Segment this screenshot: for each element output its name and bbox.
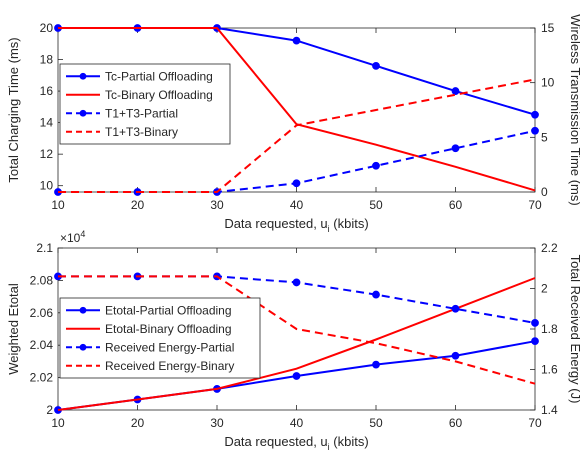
data-point-etotal-partial-offloading [531,337,539,346]
x-axis-label: Data requested, ui (kbits) [224,434,368,452]
data-point-tc-partial-offloading [372,61,380,70]
legend-entry: Etotal-Binary Offloading [105,322,232,336]
data-point-t1-t3-partial [531,126,539,135]
data-point-tc-partial-offloading [292,36,301,45]
x-tick-label: 50 [369,416,383,430]
legend-entry: Received Energy-Binary [105,359,234,373]
y-tick-label: 2.06 [30,306,54,320]
data-point-tc-partial-offloading [531,110,539,119]
x-axis-label-subscript: i [328,224,330,234]
y-right-tick-label: 2 [541,282,548,296]
data-point-received-energy-partial [292,278,301,287]
y-tick-label: 2.04 [30,338,54,352]
y-tick-label: 2.08 [30,273,54,287]
y-tick-label: 2 [46,403,53,417]
y-exponent-power: 4 [80,229,85,239]
data-point-t1-t3-partial [292,179,301,188]
y-tick-label: 18 [40,53,54,67]
x-tick-label: 20 [131,416,145,430]
y-right-tick-label: 0 [541,185,548,199]
y-right-tick-label: 1.8 [541,322,558,336]
y-right-axis-label: Total Received Energy (J) [568,255,580,404]
y-tick-label: 2.1 [36,241,53,255]
data-point-received-energy-partial [372,290,380,299]
legend-entry: Tc-Binary Offloading [105,88,213,102]
legend-marker [79,109,87,117]
y-tick-label: 10 [40,179,54,193]
x-axis-label-main: Data requested, u [224,216,327,231]
y-tick-label: 2.02 [30,371,54,385]
legend-entry: Received Energy-Partial [105,340,234,354]
legend-marker [79,72,87,80]
x-axis-label: Data requested, ui (kbits) [224,216,368,234]
legend-marker [79,306,87,314]
y-right-tick-label: 1.6 [541,363,558,377]
x-tick-label: 40 [290,198,304,212]
x-axis-label-main: Data requested, u [224,434,327,449]
x-axis-label-subscript: i [328,442,330,452]
x-tick-label: 50 [369,198,383,212]
x-tick-label: 10 [51,198,65,212]
series-line-tc-binary-offloading [58,27,536,192]
y-tick-label: 16 [40,84,54,98]
x-tick-label: 40 [290,416,304,430]
legend-box [59,297,261,379]
y-right-tick-label: 15 [541,21,555,35]
y-axis-label: Total Charging Time (ms) [6,37,21,182]
legend-box [59,63,231,145]
x-tick-label: 60 [449,416,463,430]
x-tick-label: 30 [210,416,224,430]
legend: Etotal-Partial Offloading Etotal-Binary O… [59,297,261,379]
legend-entry: T1+T3-Partial [105,106,178,120]
data-point-received-energy-partial [531,319,539,327]
x-axis-label-unit: (kbits) [330,434,369,449]
y-right-tick-label: 2.2 [541,241,558,255]
legend: Tc-Partial Offloading Tc-Binary Offloadin… [59,63,231,145]
y-right-tick-label: 5 [541,130,548,144]
chart-panel-1: 10 20 30 40 50 60 70 10 12 14 16 18 20 0 5 10 15 Data req… [6,14,580,234]
x-tick-label: 70 [528,198,542,212]
y-exponent-label: ×104 [60,229,85,245]
y-tick-label: 14 [40,116,54,130]
legend-entry: Tc-Partial Offloading [105,69,213,83]
y-exponent-base: ×10 [60,231,81,245]
legend-marker [79,343,87,351]
x-axis-label-unit: (kbits) [330,216,369,231]
y-right-tick-label: 1.4 [541,403,558,417]
data-point-etotal-partial-offloading [451,351,460,360]
series-line-received-energy-binary [58,275,536,385]
legend-entry: Etotal-Partial Offloading [105,303,232,317]
data-point-tc-partial-offloading [451,87,460,95]
y-tick-label: 12 [40,147,54,161]
y-right-tick-label: 10 [541,76,555,90]
x-tick-label: 30 [210,198,224,212]
x-tick-label: 70 [528,416,542,430]
x-tick-label: 60 [449,198,463,212]
data-point-etotal-partial-offloading [292,372,301,380]
data-point-etotal-partial-offloading [372,360,380,369]
series-line-t1-t3-binary [58,78,536,193]
y-tick-label: 20 [40,21,54,35]
chart-panel-2: 10 20 30 40 50 60 70 2 2.02 2.04 2.06 2.08 2.1 1.4 1.6… [6,229,580,452]
y-axis-label: Weighted Etotal [6,283,21,375]
legend-entry: T1+T3-Binary [105,125,178,139]
y-right-axis-label: Wireless Transmission Time (ms) [568,14,580,205]
data-point-received-energy-partial [451,304,460,313]
x-tick-label: 20 [131,198,145,212]
x-tick-label: 10 [51,416,65,430]
data-point-t1-t3-partial [451,144,460,153]
data-point-t1-t3-partial [372,161,380,170]
